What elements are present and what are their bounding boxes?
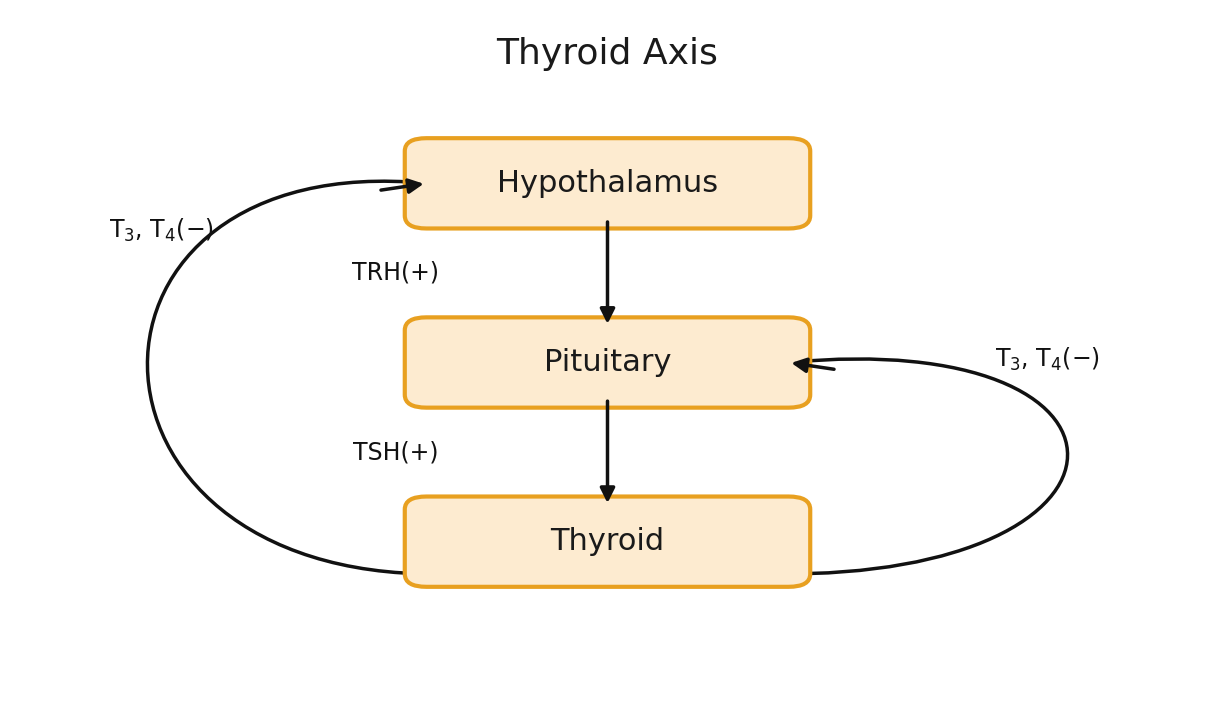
FancyBboxPatch shape xyxy=(405,318,810,407)
FancyBboxPatch shape xyxy=(405,138,810,228)
Text: Hypothalamus: Hypothalamus xyxy=(497,169,718,198)
Text: TSH(+): TSH(+) xyxy=(354,440,439,464)
Text: T$_3$, T$_4$(−): T$_3$, T$_4$(−) xyxy=(108,216,214,244)
Text: Pituitary: Pituitary xyxy=(544,348,671,377)
Text: T$_3$, T$_4$(−): T$_3$, T$_4$(−) xyxy=(995,345,1101,373)
Text: Thyroid Axis: Thyroid Axis xyxy=(497,37,718,71)
FancyBboxPatch shape xyxy=(405,497,810,587)
Text: TRH(+): TRH(+) xyxy=(351,261,439,285)
Text: Thyroid: Thyroid xyxy=(550,527,665,556)
